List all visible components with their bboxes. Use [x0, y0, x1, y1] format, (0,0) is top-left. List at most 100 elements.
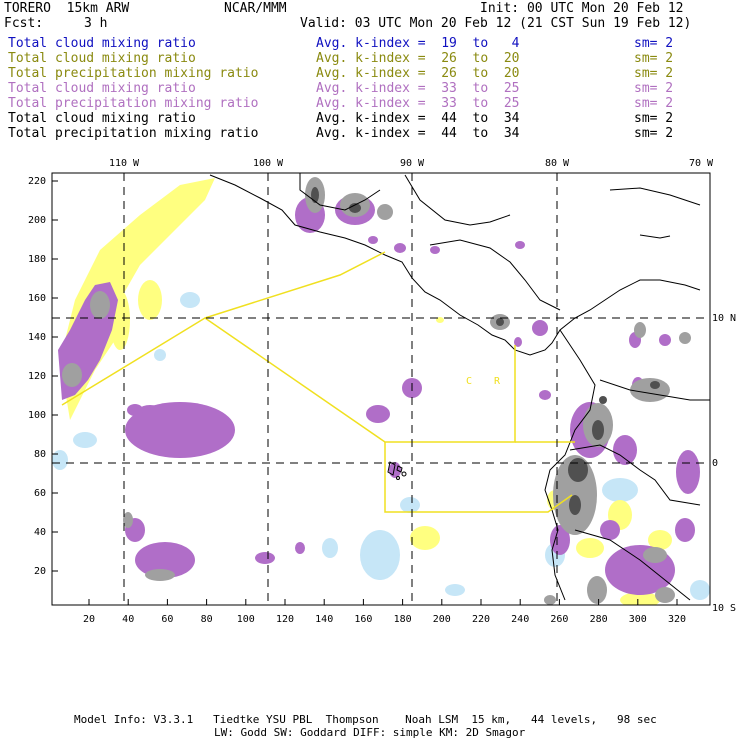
bottom-tick-label: 120 — [276, 614, 294, 625]
cloud-patch — [648, 530, 672, 550]
galapagos — [387, 461, 407, 480]
field-shading — [52, 177, 710, 605]
bottom-tick-label: 300 — [629, 614, 647, 625]
heavy-patch — [587, 576, 607, 604]
border-peru — [574, 529, 691, 601]
bottom-tick-label: 260 — [550, 614, 568, 625]
heavy-patch — [679, 332, 691, 344]
coastline-gulf — [299, 173, 381, 211]
top-tick-label: 80 W — [545, 158, 570, 169]
legend-sm: sm= 2 — [634, 111, 674, 126]
legend-sm: sm= 2 — [634, 96, 674, 111]
cloud-patch — [400, 497, 420, 513]
cloud-patch — [602, 478, 638, 502]
bottom-tick-label: 320 — [668, 614, 686, 625]
map-label-c: C — [466, 376, 472, 387]
legend-sm: sm= 2 — [634, 51, 674, 66]
intense-patch — [496, 318, 504, 326]
tick-marks — [52, 180, 678, 605]
coastline-caribbean — [429, 239, 561, 311]
top-tick-label: 110 W — [109, 158, 140, 169]
center-name: NCAR/MMM — [224, 1, 287, 16]
cloud-patch — [410, 526, 440, 550]
precip-patch — [550, 525, 570, 555]
bottom-tick-label: 20 — [83, 614, 95, 625]
precip-patch — [389, 462, 401, 478]
coastline-mexico — [209, 174, 701, 356]
heavy-patch — [630, 378, 670, 402]
precip-patch — [295, 542, 305, 554]
precip-patch — [515, 241, 525, 249]
right-tick-label: 10 S — [712, 603, 736, 614]
legend-sm: sm= 2 — [634, 66, 674, 81]
intense-patch — [599, 396, 607, 404]
left-tick-label: 180 — [28, 254, 46, 265]
legend-label: Total cloud mixing ratio — [8, 36, 196, 51]
precip-patch — [514, 337, 522, 347]
coastlines — [209, 173, 710, 601]
precip-patch — [368, 236, 378, 244]
precip-patch — [532, 320, 548, 336]
boundary-line — [384, 442, 573, 513]
heavy-patch — [90, 291, 110, 319]
legend-label: Total cloud mixing ratio — [8, 51, 196, 66]
map-label-r: R — [494, 376, 501, 387]
graticule — [52, 173, 710, 605]
legend-sm: sm= 2 — [634, 81, 674, 96]
legend-kindex: Avg. k-index = 26 to 20 — [316, 66, 520, 81]
cloud-patch — [620, 592, 660, 605]
bottom-tick-label: 80 — [201, 614, 213, 625]
init-time: Init: 00 UTC Mon 20 Feb 12 — [480, 1, 684, 16]
footer-physics: LW: Godd SW: Goddard DIFF: simple KM: 2D… — [214, 726, 526, 739]
left-tick-label: 120 — [28, 371, 46, 382]
cloud-patch — [52, 450, 68, 470]
coastline-cuba — [609, 187, 701, 206]
heavy-patch — [123, 512, 133, 528]
legend-sm: sm= 2 — [634, 36, 674, 51]
fcst-label: Fcst: — [4, 16, 44, 31]
boundary-line — [204, 251, 386, 319]
top-tick-label: 70 W — [689, 158, 714, 169]
precip-patch — [675, 518, 695, 542]
cloud-patch — [154, 349, 166, 361]
precip-patch — [613, 435, 637, 465]
bottom-axis-labels: 20 40 60 80 100 120 140 160 180 200 220 240 260 280 30… — [83, 614, 686, 625]
coastline-southamerica — [544, 329, 596, 601]
model-title: TORERO 15km ARW — [4, 1, 130, 16]
legend-label: Total precipitation mixing ratio — [8, 66, 259, 81]
legend-label: Total precipitation mixing ratio — [8, 96, 259, 111]
island — [401, 471, 407, 477]
bottom-tick-label: 100 — [237, 614, 255, 625]
top-axis-labels: 110 W 100 W 90 W 80 W 70 W — [109, 158, 714, 169]
left-tick-label: 140 — [28, 332, 46, 343]
island — [396, 476, 400, 480]
heavy-patch — [634, 322, 646, 338]
precip-patch — [430, 246, 440, 254]
cloud-patch — [690, 580, 710, 600]
bottom-tick-label: 40 — [122, 614, 134, 625]
heavy-patch — [643, 547, 667, 563]
precip-patch — [394, 243, 406, 253]
cloud-patch — [360, 530, 400, 580]
intense-patch — [592, 420, 604, 440]
heavy-patch — [145, 569, 175, 581]
left-axis-labels: 220 200 180 160 140 120 100 80 60 40 20 — [28, 176, 46, 577]
bottom-tick-label: 220 — [472, 614, 490, 625]
heavy-patch — [655, 587, 675, 603]
precip-patch — [676, 450, 700, 494]
bottom-tick-label: 140 — [315, 614, 333, 625]
legend-kindex: Avg. k-index = 19 to 4 — [316, 36, 520, 51]
left-tick-label: 40 — [34, 527, 46, 538]
region-boundaries — [61, 251, 575, 513]
heavy-patch — [62, 363, 82, 387]
legend-kindex: Avg. k-index = 33 to 25 — [316, 96, 520, 111]
valid-time: Valid: 03 UTC Mon 20 Feb 12 (21 CST Sun … — [300, 16, 692, 31]
precip-patch — [600, 520, 620, 540]
cloud-patch — [138, 280, 162, 320]
precip-patch — [135, 542, 195, 578]
intense-patch — [349, 203, 361, 213]
coastline-yucatan — [404, 174, 511, 226]
island — [387, 461, 396, 476]
cloud-patch — [180, 292, 200, 308]
left-tick-label: 100 — [28, 410, 46, 421]
